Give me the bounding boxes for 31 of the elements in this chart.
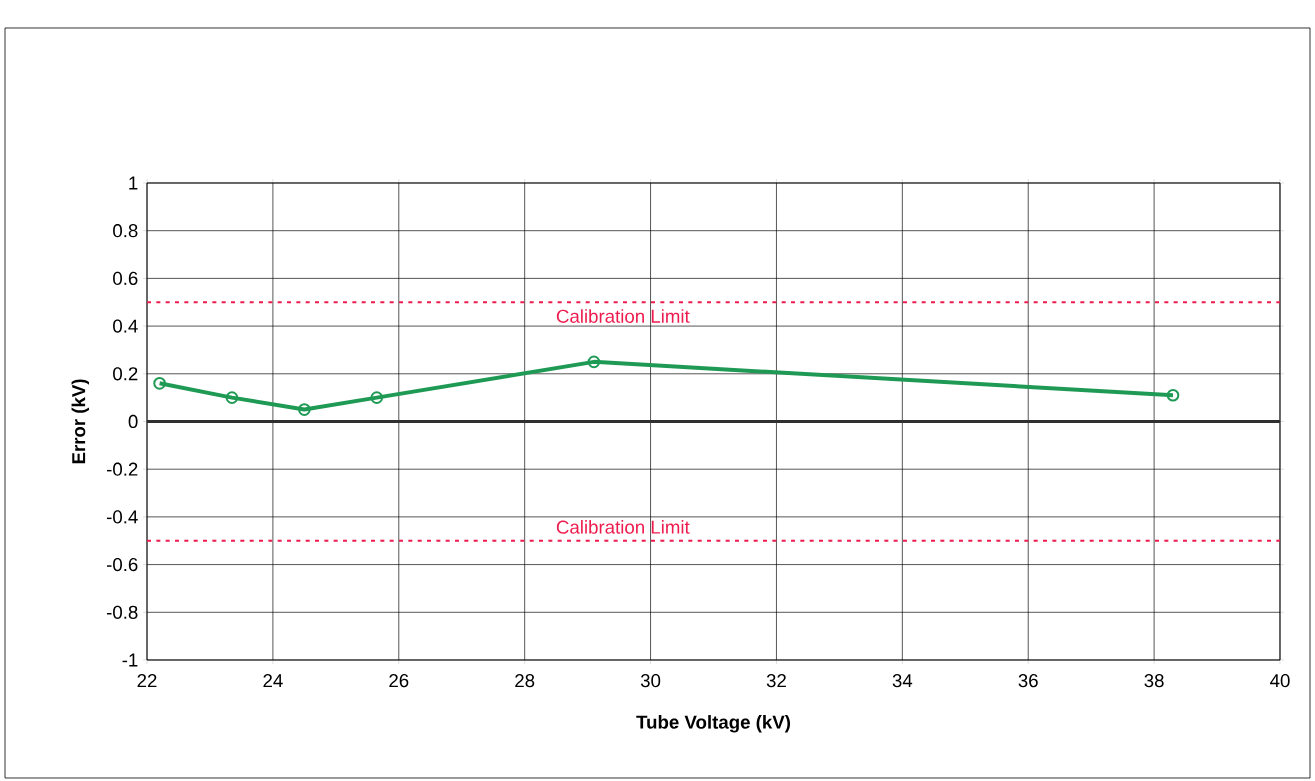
- ref-line-label: Calibration Limit: [556, 520, 690, 534]
- x-tick-label: 38: [1144, 674, 1164, 688]
- point: [1166, 388, 1180, 402]
- y-axis-title: Error (kV): [71, 379, 89, 464]
- point: [225, 391, 239, 404]
- x-tick-label: 26: [389, 674, 409, 688]
- y-tick-label: -1: [122, 653, 138, 667]
- x-axis-title: Tube Voltage (kV): [636, 715, 791, 733]
- point: [153, 376, 166, 390]
- x-tick-label: 32: [766, 674, 786, 688]
- y-tick-label: 1: [129, 176, 138, 190]
- y-tick-label: -0.8: [106, 605, 138, 619]
- point: [370, 391, 384, 404]
- ref-line-label: Calibration Limit: [556, 309, 690, 323]
- point: [298, 403, 311, 416]
- x-tick-label: 30: [640, 674, 661, 688]
- y-tick-label: -0.6: [106, 557, 138, 572]
- x-tick-label: 28: [515, 674, 535, 688]
- y-tick-label: 0.2: [113, 367, 138, 381]
- y-tick-label: 0: [128, 414, 138, 429]
- y-tick-label: 0.8: [113, 224, 138, 238]
- y-tick-label: -0.4: [106, 510, 138, 524]
- y-tick-label: -0.2: [106, 462, 138, 476]
- y-tick-label: 0.4: [113, 319, 138, 333]
- x-tick-label: 40: [1270, 674, 1290, 688]
- x-tick-label: 36: [1018, 674, 1038, 688]
- point: [587, 355, 601, 369]
- x-tick-label: 34: [892, 674, 913, 688]
- x-tick-label: 22: [137, 674, 157, 688]
- x-tick-label: 24: [263, 674, 283, 688]
- y-tick-label: 0.6: [113, 271, 138, 285]
